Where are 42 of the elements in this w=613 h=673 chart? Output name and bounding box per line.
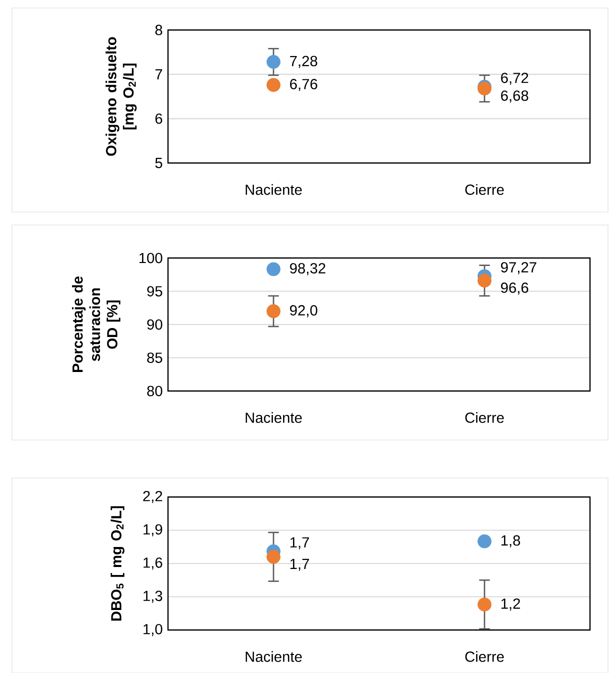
point <box>266 54 280 69</box>
point <box>266 78 280 92</box>
y-tick-label: 1,3 <box>144 590 162 603</box>
x-tick-label: Naciente <box>246 184 302 195</box>
data-label: 6,68 <box>501 90 528 103</box>
y-tick-label: 90 <box>147 319 162 330</box>
point <box>478 274 492 288</box>
x-tick-label: Naciente <box>246 412 302 423</box>
y-tick-label: 80 <box>147 386 162 396</box>
point <box>266 550 280 564</box>
y-tick-label: 6 <box>155 113 162 124</box>
y-tick-label: 7 <box>155 69 162 80</box>
y-tick-label: 1,6 <box>144 557 162 570</box>
y-tick-label: 95 <box>147 286 162 296</box>
data-label: 97,27 <box>501 262 536 274</box>
data-label: 1,2 <box>501 598 520 611</box>
data-label: 96,6 <box>501 282 528 295</box>
data-label: 1,7 <box>290 558 309 571</box>
x-tick-label: Cierre <box>465 651 504 662</box>
y-tick-label: 1,0 <box>144 624 162 636</box>
data-label: 92,0 <box>290 305 318 318</box>
y-tick-label: 1,9 <box>144 524 162 536</box>
point <box>266 304 280 318</box>
data-label: 98,32 <box>290 263 326 276</box>
point <box>478 534 492 548</box>
data-label: 6,76 <box>290 78 318 92</box>
point <box>266 262 280 276</box>
data-label: 1,7 <box>290 537 309 550</box>
x-tick-label: Cierre <box>465 184 504 195</box>
point <box>478 598 492 612</box>
data-label: 1,8 <box>501 535 520 548</box>
y-tick-label: 100 <box>139 252 162 264</box>
x-tick-label: Naciente <box>246 651 302 662</box>
y-axis-title: Porcentaje de saturacion OD [%] <box>72 276 120 372</box>
y-tick-label: 8 <box>155 24 162 36</box>
y-tick-label: 2,2 <box>143 490 162 504</box>
y-tick-label: 5 <box>155 158 162 168</box>
x-tick-label: Cierre <box>465 412 504 423</box>
data-label: 6,72 <box>501 72 528 85</box>
data-label: 7,28 <box>290 56 318 68</box>
y-tick-label: 85 <box>147 352 162 363</box>
text: DBO$_{5}$ [ mg O$_{2}$/L] <box>110 506 124 621</box>
